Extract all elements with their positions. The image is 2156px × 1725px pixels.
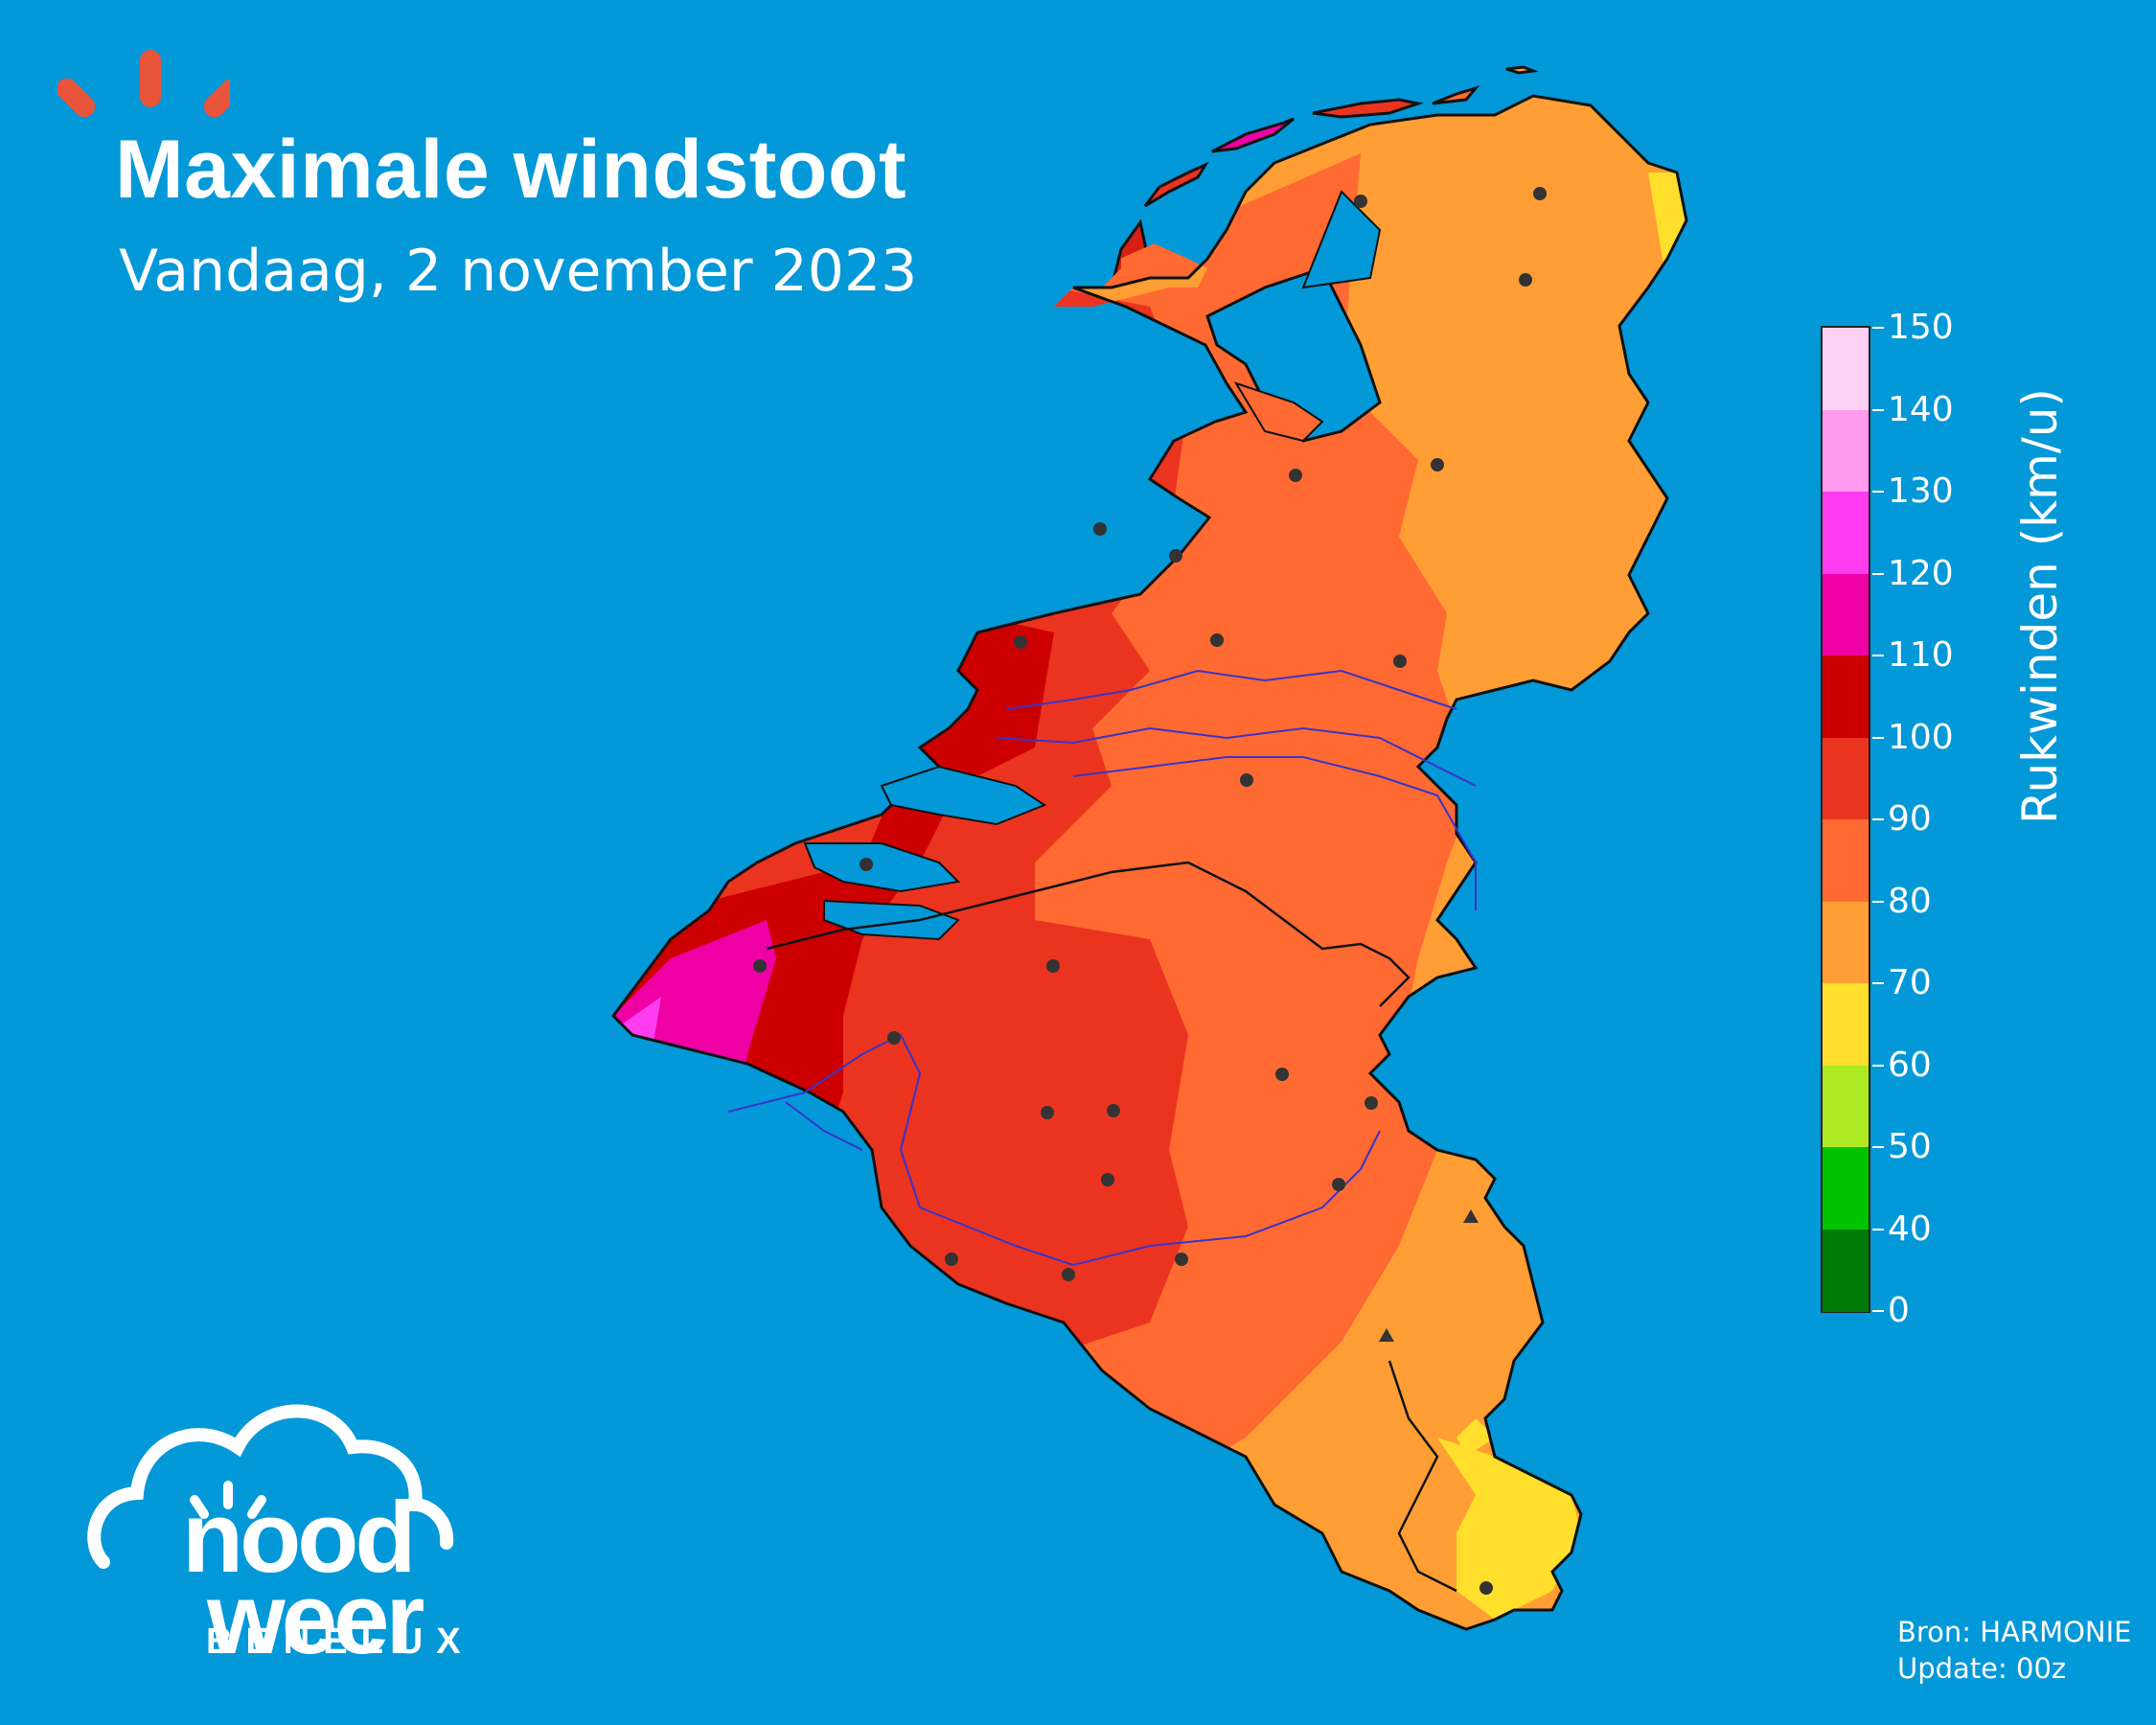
- colorbar-tick: [1872, 327, 1884, 329]
- colorbar-bin: [1823, 573, 1869, 656]
- colorbar-tick-label: 130: [1888, 472, 1954, 511]
- colorbar: [1821, 326, 1870, 1313]
- colorbar-tick-label: 150: [1888, 308, 1954, 347]
- colorbar-tick: [1872, 1146, 1884, 1148]
- colorbar-bin: [1823, 656, 1869, 739]
- brand-sun-icon: [57, 50, 230, 118]
- source-line: Bron: HARMONIE: [1897, 1616, 2132, 1648]
- city-markers: [753, 187, 1547, 1595]
- be-lu-border: [1388, 1360, 1457, 1593]
- colorbar-tick-label: 140: [1888, 389, 1954, 429]
- colorbar-tick: [1872, 1228, 1884, 1230]
- colorbar-bin: [1823, 901, 1869, 984]
- page-title: Maximale windstoot: [115, 124, 907, 216]
- rivers: [727, 669, 1477, 1267]
- colorbar-tick-label: 110: [1888, 635, 1954, 675]
- logo-word-weer: weer: [206, 1563, 424, 1675]
- colorbar-tick: [1872, 818, 1884, 820]
- colorbar-bin: [1823, 1147, 1869, 1230]
- colorbar-tick: [1872, 982, 1884, 984]
- colorbar-tick: [1872, 900, 1884, 903]
- colorbar-bin: [1823, 328, 1869, 411]
- peak-markers: [1379, 1209, 1479, 1342]
- colorbar-tick: [1872, 1310, 1884, 1312]
- logo-subtitle: BENELUX: [206, 1622, 474, 1662]
- colorbar-tick: [1872, 1064, 1884, 1067]
- colorbar-tick-label: 50: [1888, 1127, 1932, 1166]
- colorbar-tick: [1872, 572, 1884, 575]
- logo-word-nood: nood: [182, 1482, 413, 1594]
- colorbar-tick: [1872, 491, 1884, 493]
- colorbar-bin: [1823, 1229, 1869, 1312]
- page-subtitle: Vandaag, 2 november 2023: [119, 238, 918, 305]
- nl-be-border: [766, 861, 1411, 1007]
- colorbar-tick: [1872, 736, 1884, 739]
- colorbar-bin: [1823, 819, 1869, 903]
- colorbar-bin: [1823, 409, 1869, 493]
- colorbar-tick-label: 70: [1888, 963, 1932, 1002]
- colorbar-bin: [1823, 1065, 1869, 1148]
- colorbar-label: Rukwinden (km/u): [2012, 388, 2068, 824]
- source-info: Bron: HARMONIE Update: 00z: [1897, 1614, 2132, 1687]
- colorbar-bin: [1823, 737, 1869, 820]
- update-line: Update: 00z: [1897, 1652, 2067, 1685]
- colorbar-tick-label: 60: [1888, 1045, 1932, 1085]
- colorbar-bin: [1823, 983, 1869, 1067]
- noodweer-logo: nood weer: [87, 1404, 454, 1675]
- colorbar-tick-label: 90: [1888, 799, 1932, 839]
- colorbar-tick-label: 40: [1888, 1208, 1932, 1249]
- colorbar-bin: [1823, 492, 1869, 575]
- colorbar-tick-label: 120: [1888, 553, 1954, 593]
- colorbar-tick: [1872, 655, 1884, 656]
- colorbar-tick: [1872, 408, 1884, 411]
- colorbar-tick-label: 100: [1888, 717, 1954, 757]
- colorbar-tick-label: 80: [1888, 881, 1932, 921]
- colorbar-tick-label: 0: [1888, 1291, 1910, 1330]
